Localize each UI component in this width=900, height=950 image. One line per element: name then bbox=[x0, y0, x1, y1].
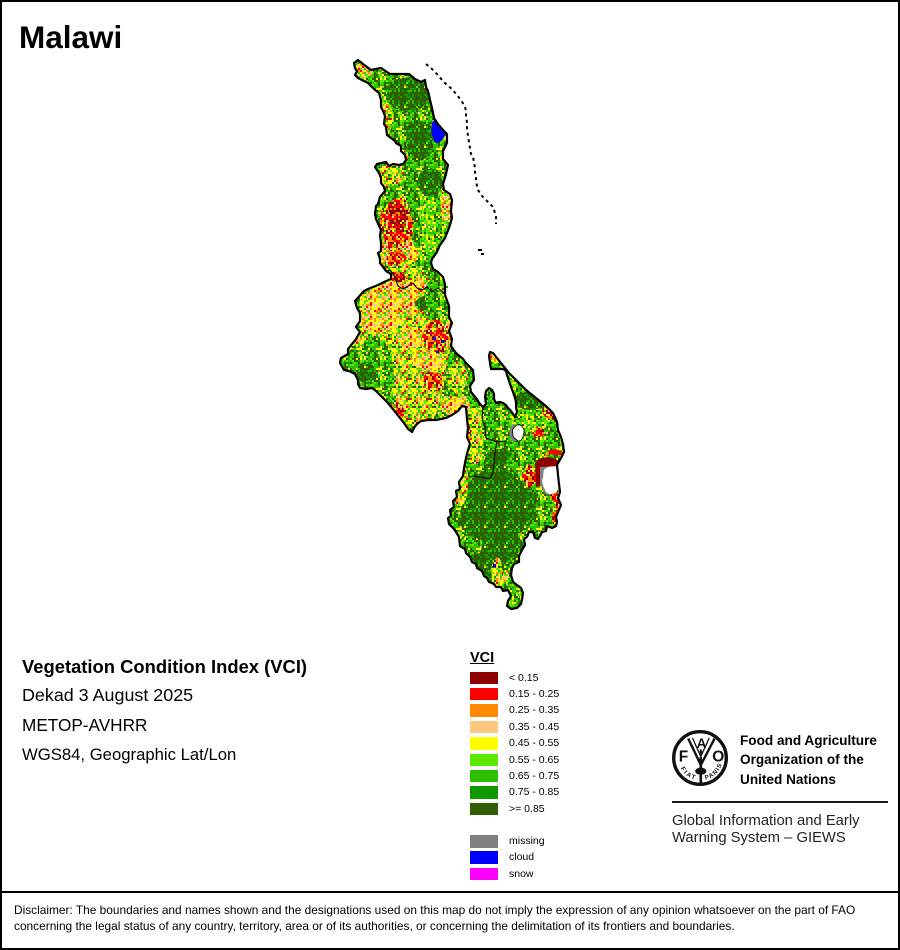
svg-text:O: O bbox=[712, 749, 724, 766]
svg-text:A: A bbox=[697, 736, 707, 751]
svg-text:F: F bbox=[679, 749, 688, 766]
svg-text:FIAT: FIAT bbox=[679, 766, 698, 782]
